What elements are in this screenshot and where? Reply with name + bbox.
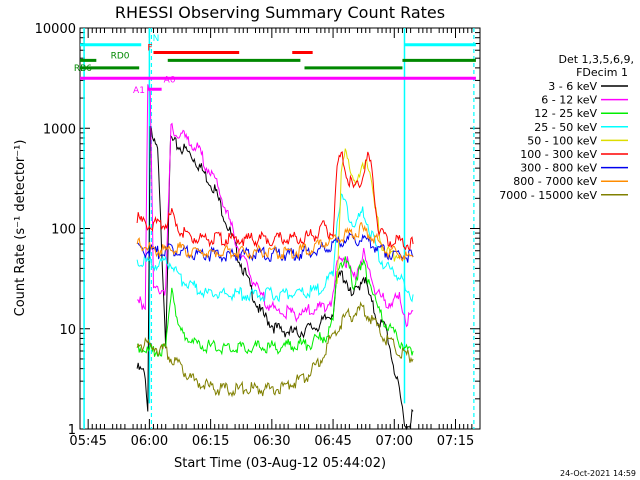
legend-label: 7000 - 15000 keV (499, 189, 597, 202)
footer-date: 24-Oct-2021 14:59 (560, 469, 636, 478)
x-tick-label: 07:15 (437, 434, 474, 449)
x-tick-label: 07:00 (376, 434, 413, 449)
series-line (136, 151, 414, 251)
y-tick-label: 1 (68, 423, 76, 438)
series-line (136, 301, 414, 398)
legend-header-line: FDecim 1 (576, 66, 628, 79)
flag-label: F (147, 43, 152, 53)
x-tick-label: 06:00 (131, 434, 168, 449)
axis-ticks: 05:45 06:00 06:15 06:30 06:45 07:00 07:15 1 10 10… (35, 22, 481, 449)
legend-label: 50 - 100 keV (527, 134, 597, 147)
series-layer (136, 84, 414, 431)
x-axis-label: Start Time (03-Aug-12 05:44:02) (174, 456, 386, 471)
chart-title: RHESSI Observing Summary Count Rates (115, 3, 445, 22)
x-tick-label: 06:45 (314, 434, 351, 449)
flag-label: A1 (133, 86, 145, 96)
series-line (136, 125, 414, 431)
y-tick-label: 100 (51, 223, 76, 238)
series-line (136, 256, 414, 357)
legend-label: 25 - 50 keV (534, 121, 597, 134)
legend-label: 800 - 7000 keV (513, 175, 597, 188)
legend-label: 6 - 12 keV (541, 94, 597, 107)
legend-label: 12 - 25 keV (534, 107, 597, 120)
y-axis-label: Count Rate (s⁻¹ detector⁻¹) (13, 140, 28, 317)
x-tick-label: 06:30 (253, 434, 290, 449)
series-line (137, 84, 414, 328)
legend-label: 3 - 6 keV (548, 80, 597, 93)
observing-overlay: NF RD0 RB6 A0 A1 (74, 28, 476, 429)
x-tick-label: 06:15 (192, 434, 229, 449)
y-tick-label: 10000 (35, 22, 76, 37)
y-tick-label: 1000 (43, 122, 76, 137)
legend-label: 300 - 800 keV (520, 162, 597, 175)
x-tick-label: 05:45 (69, 434, 106, 449)
flag-label: A0 (164, 75, 176, 85)
series-line (136, 222, 414, 262)
flag-label: N (153, 34, 160, 44)
y-tick-label: 10 (59, 323, 76, 338)
series-line (136, 193, 414, 303)
legend-header-line: Det 1,3,5,6,9, (558, 53, 634, 66)
legend-label: 100 - 300 keV (520, 148, 597, 161)
flag-label: RD0 (111, 51, 130, 61)
flag-label: RB6 (74, 64, 92, 74)
